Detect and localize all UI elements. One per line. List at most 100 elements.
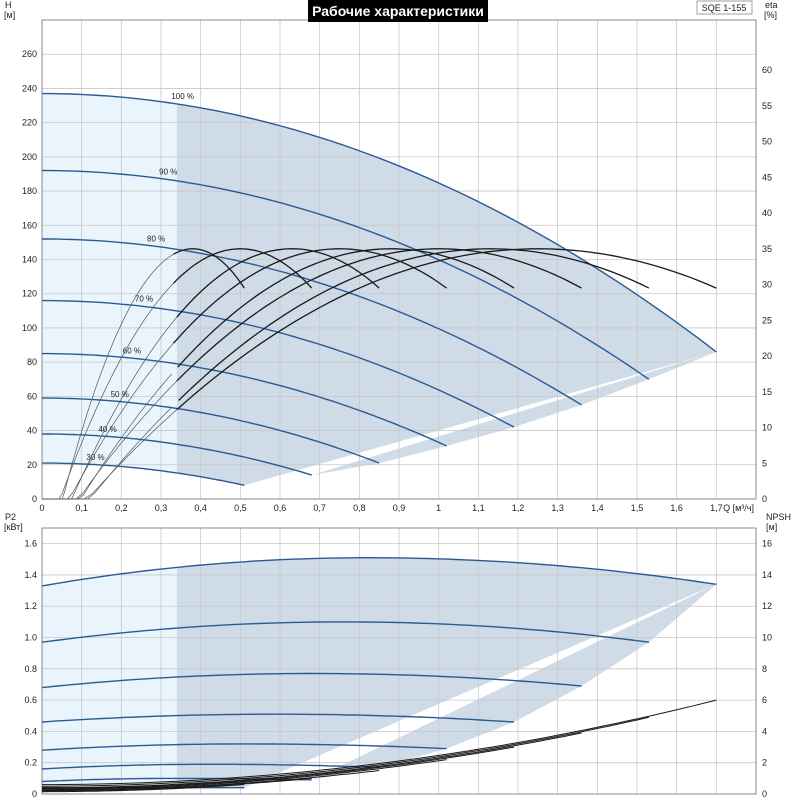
y-tick-label: 0 (32, 789, 37, 799)
x-tick-label: 0,7 (313, 503, 326, 513)
y2-tick-label: 30 (762, 280, 772, 290)
y2-tick-label: 12 (762, 601, 772, 611)
power-chart-panel: 0 0.2 0.4 0.6 0.8 1.0 1.2 1.4 1.6 0 2 4 6 8 10 12 14 16 P2… (4, 512, 791, 799)
eta-curve (176, 248, 582, 382)
y2-tick-label: 45 (762, 172, 772, 182)
x-tick-label: 1,3 (551, 503, 564, 513)
y2-tick-label: 15 (762, 387, 772, 397)
power-region-dark (176, 557, 717, 788)
y-tick-label: 80 (27, 357, 37, 367)
head-curve (42, 352, 447, 447)
y-tick-label: 120 (22, 289, 37, 299)
speed-label: 30 % (86, 453, 104, 462)
x-tick-label: 0,3 (155, 503, 168, 513)
npsh-curve (42, 746, 515, 789)
y2-tick-label: 6 (762, 695, 767, 705)
npsh-curve (42, 699, 717, 786)
power-curve (41, 672, 582, 689)
y2-tick-label: 40 (762, 208, 772, 218)
y-tick-label: 180 (22, 186, 37, 196)
x-tick-label: 1 (436, 503, 441, 513)
x-tick-label: 1,5 (631, 503, 644, 513)
y2-tick-label: 0 (762, 494, 767, 504)
npsh-curve (42, 784, 245, 793)
x-tick-label: 1,1 (472, 503, 485, 513)
x-tick-label: 1,4 (591, 503, 604, 513)
y2-tick-label: 20 (762, 351, 772, 361)
y2-tick-label: 10 (762, 423, 772, 433)
x-tick-label: 0,5 (234, 503, 247, 513)
y-tick-label: 0.4 (24, 726, 37, 736)
eta-curve (176, 248, 717, 411)
head-chart-panel: 0 0,1 0,2 0,3 0,4 0,5 0,6 0,7 0,8 0,9 1 1,1 1,2 1,3 1,… (4, 0, 778, 513)
head-curve (42, 92, 717, 353)
x-tick-label: 1,2 (512, 503, 525, 513)
x-tick-label: 0,1 (75, 503, 88, 513)
head-curve (42, 397, 380, 464)
title-box (308, 0, 488, 22)
y-tick-label: 0 (32, 494, 37, 504)
y2-axis-unit: [м] (766, 522, 777, 532)
y-tick-label: 0.6 (24, 695, 37, 705)
speed-label: 40 % (98, 425, 116, 434)
y-tick-label: 100 (22, 323, 37, 333)
x-tick-label: 1,6 (670, 503, 683, 513)
operating-region-dark (176, 103, 717, 486)
y-tick-label: 160 (22, 220, 37, 230)
head-curve (42, 462, 245, 486)
y2-tick-label: 14 (762, 570, 772, 580)
npsh-curve (42, 759, 447, 790)
y-axis-label: P2 (5, 512, 16, 522)
power-curve (41, 557, 717, 587)
y-tick-label: 140 (22, 255, 37, 265)
y2-tick-label: 10 (762, 633, 772, 643)
y2-tick-label: 25 (762, 315, 772, 325)
eta-curve (176, 248, 380, 318)
power-curve (41, 621, 649, 643)
npsh-curve (42, 732, 582, 789)
eta-curve (177, 248, 515, 368)
speed-label: 100 % (171, 92, 194, 101)
y-tick-label: 1.6 (24, 539, 37, 549)
y-tick-label: 20 (27, 460, 37, 470)
y-axis-unit: [кВт] (4, 522, 23, 532)
eta-curve-thin (42, 252, 177, 500)
power-curve (41, 743, 447, 751)
eta-curve (173, 248, 313, 289)
y2-tick-label: 5 (762, 458, 767, 468)
speed-label: 60 % (123, 346, 141, 355)
y-tick-label: 60 (27, 391, 37, 401)
y2-axis-label: NPSH (766, 512, 791, 522)
y2-tick-label: 50 (762, 137, 772, 147)
npsh-curve (42, 770, 380, 791)
y2-axis-label: eta (765, 0, 778, 10)
y2-tick-label: 60 (762, 65, 772, 75)
y-tick-label: 40 (27, 426, 37, 436)
eta-curve (173, 248, 447, 344)
npsh-curve (42, 777, 312, 792)
head-curve (42, 433, 312, 476)
y-tick-label: 200 (22, 152, 37, 162)
model-label: SQE 1-155 (702, 3, 747, 13)
model-label-box (696, 0, 753, 15)
y-tick-label: 1.4 (24, 570, 37, 580)
power-chart-frame (41, 527, 757, 795)
power-curve (41, 713, 515, 723)
y-tick-label: 220 (22, 118, 37, 128)
y-tick-label: 1.0 (24, 633, 37, 643)
y-axis-label: H (5, 0, 12, 10)
x-tick-label: 0,6 (274, 503, 287, 513)
eta-curve-thin (42, 316, 178, 500)
y2-tick-label: 4 (762, 726, 767, 736)
y2-tick-label: 2 (762, 758, 767, 768)
x-tick-label: 0,9 (393, 503, 406, 513)
y-tick-label: 240 (22, 83, 37, 93)
y-axis-unit: [м] (4, 10, 15, 20)
y2-tick-label: 0 (762, 789, 767, 799)
eta-curve (178, 248, 650, 401)
y2-tick-label: 16 (762, 539, 772, 549)
x-tick-label: 0,4 (194, 503, 207, 513)
y-tick-label: 0.2 (24, 758, 37, 768)
y2-tick-label: 35 (762, 244, 772, 254)
